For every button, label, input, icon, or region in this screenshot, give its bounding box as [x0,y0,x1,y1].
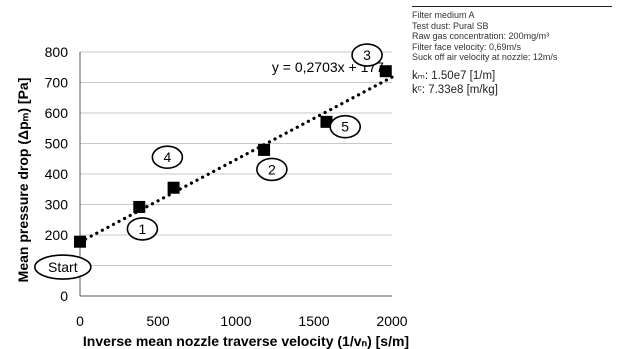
annotation-ring [34,254,92,280]
x-tick-label: 2000 [376,313,407,329]
tick-labels: 0100200300400500600700800050010001500200… [45,44,408,329]
y-tick-label: 800 [45,44,69,60]
y-tick-label: 0 [60,288,68,304]
data-point [74,235,86,248]
x-tick-label: 1500 [298,313,329,329]
info-k-c: kᶜ: 7.33e8 [m/kg] [412,83,498,96]
annotation-label: 5 [341,119,349,135]
y-tick-label: 500 [45,136,69,152]
data-point [379,65,392,78]
trendline [78,75,394,244]
data-points [74,65,392,248]
axes [79,52,392,297]
annotation-ring [256,157,288,182]
data-point [133,200,146,213]
annotation-label: 2 [268,161,276,177]
y-tick-label: 400 [45,166,69,182]
y-tick-label: 200 [45,227,69,243]
test-conditions-box: Filter medium A Test dust: Pural SB Raw … [412,6,612,97]
y-tick-label: 600 [45,105,69,121]
x-tick-label: 0 [76,313,84,329]
y-axis-label: Mean pressure drop (Δpₘ) [Pa] [15,78,31,283]
info-line-suck-off-velocity: Suck off air velocity at nozzle: 12m/s [412,52,558,62]
info-k-m: kₘ: 1.50e7 [1/m] [412,69,496,82]
y-tick-label: 300 [45,197,69,213]
data-point [167,181,180,194]
annotation-label: 3 [363,47,371,63]
annotation-ring [351,43,383,67]
data-point [258,143,271,156]
x-tick-label: 1000 [220,313,251,329]
info-divider [412,6,612,7]
info-line-face-velocity: Filter face velocity: 0,69m/s [412,41,522,52]
data-point [320,115,333,128]
y-tick-label: 700 [45,75,69,91]
annotation-label: 4 [163,149,171,165]
annotation-ring [329,114,362,139]
point-annotations: Start 1 2 3 4 5 [34,43,383,280]
annotation-ring [126,217,159,241]
annotation-label: Start [48,259,78,275]
info-line-filter-medium: Filter medium A [412,10,475,20]
annotation-ring [151,145,184,170]
info-line-raw-gas: Raw gas concentration: 200mg/m³ [412,31,550,41]
annotation-label: 1 [139,221,147,237]
info-line-test-dust: Test dust: Pural SB [412,20,489,31]
x-axis-label: Inverse mean nozzle traverse velocity (1… [83,333,409,349]
x-tick-label: 500 [146,313,170,329]
